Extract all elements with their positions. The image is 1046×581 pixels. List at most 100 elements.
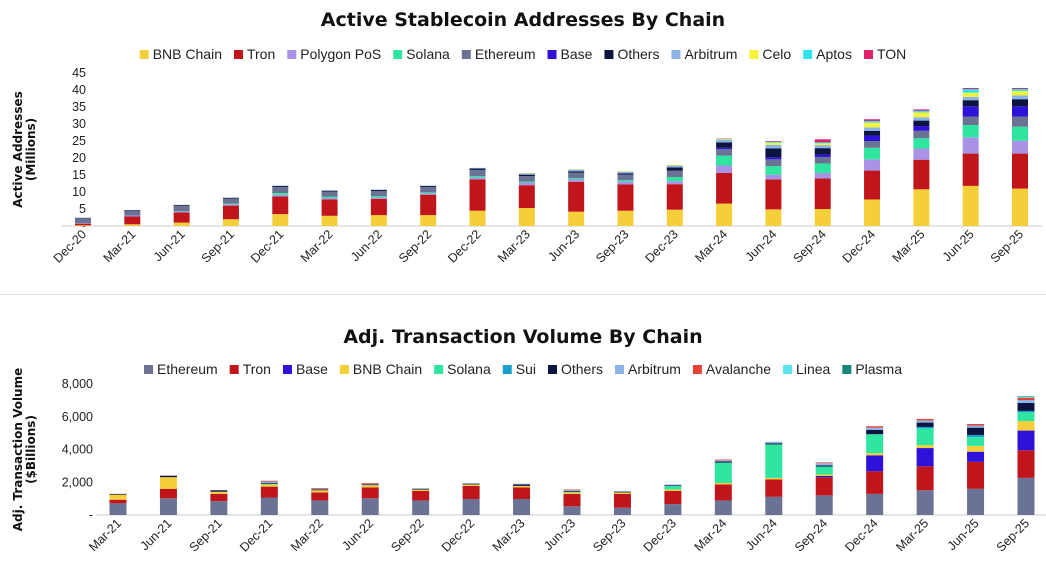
bar-segment-arbitrum <box>814 145 831 149</box>
x-tick-label: Sep-25 <box>994 516 1032 554</box>
bar-segment-others <box>518 174 535 177</box>
legend-swatch-ethereum <box>143 365 153 374</box>
x-tick-label: Jun-25 <box>945 516 982 553</box>
bar-segment-others <box>420 185 437 187</box>
bar-segment-solana <box>260 483 278 485</box>
legend-label-others: Others <box>617 46 659 62</box>
bar-segment-ethereum <box>370 190 387 197</box>
bar-segment-base <box>765 157 782 160</box>
y-axis-label-line: Active Addresses <box>11 91 25 207</box>
bar-segment-polygon-pos <box>617 181 634 185</box>
x-tick-label: Mar-25 <box>893 516 931 554</box>
bar-segment-bnb-chain <box>765 209 782 226</box>
bar-segment-base <box>864 135 881 141</box>
x-tick-label: Sep-22 <box>388 516 426 554</box>
x-tick-label: Mar-22 <box>298 227 336 265</box>
bar-segment-arbitrum <box>361 483 379 485</box>
bar-segment-polygon-pos <box>765 174 782 180</box>
bar-segment-ethereum <box>361 498 379 515</box>
bar-segment-polygon-pos <box>370 197 387 199</box>
x-tick-label: Sep-22 <box>396 227 434 265</box>
bar-segment-arbitrum <box>967 425 985 428</box>
bar-segment-ethereum <box>864 141 881 148</box>
bar-segment-polygon-pos <box>469 177 486 180</box>
bar-segment-others <box>866 429 884 435</box>
bar-segment-solana <box>716 155 733 166</box>
bar-segment-ethereum <box>469 169 486 177</box>
bar-segment-arbitrum <box>311 488 329 490</box>
legend-swatch-plasma <box>842 365 852 374</box>
bar-segment-ethereum <box>815 495 833 515</box>
bar-segment-bnb-chain <box>222 219 239 226</box>
bar-segment-solana <box>913 138 930 149</box>
y-axis-label-line: Adj. Transaction Volume <box>11 368 25 532</box>
y-tick-label: 40 <box>72 83 86 97</box>
bar-segment-polygon-pos <box>321 198 338 200</box>
legend-label-aptos: Aptos <box>816 46 852 62</box>
legend-swatch-arbitrum <box>671 50 681 59</box>
bar-segment-ethereum <box>765 496 783 515</box>
bar-segment-bnb-chain <box>1012 188 1028 226</box>
legend-swatch-solana <box>393 50 403 59</box>
bar-segment-base <box>866 455 884 472</box>
bar-segment-plasma <box>1017 396 1035 398</box>
legend-swatch-tron <box>233 50 243 59</box>
bar-segment-bnb-chain <box>916 445 934 449</box>
y-tick-label: 6,000 <box>62 410 93 424</box>
x-tick-label: Jun-22 <box>339 516 376 553</box>
bar-segment-ethereum <box>272 186 289 194</box>
bar-segment-bnb-chain <box>75 225 91 226</box>
bar-segment-ethereum <box>916 490 934 515</box>
bar-segment-base <box>916 448 934 467</box>
bar-segment-arbitrum <box>815 463 833 466</box>
bar-segment-bnb-chain <box>321 215 338 226</box>
bar-segment-ethereum <box>1017 477 1035 515</box>
bar-segment-solana <box>866 434 884 454</box>
bar-segment-solana <box>814 163 831 173</box>
legend-label-tron: Tron <box>243 361 271 377</box>
bar-segment-celo <box>864 122 881 128</box>
bar-segment-others <box>967 427 985 435</box>
bar-segment-ethereum <box>765 159 782 167</box>
bar-segment-solana <box>568 178 585 180</box>
bar-segment-ethereum <box>716 149 733 156</box>
bar-segment-others <box>321 190 338 192</box>
bar-segment-tron <box>260 486 278 498</box>
bar-segment-tron <box>1017 450 1035 478</box>
legend-label-arbitrum: Arbitrum <box>684 46 737 62</box>
x-tick-label: Dec-24 <box>842 516 880 554</box>
x-tick-label: Jun-23 <box>545 227 582 264</box>
bar-segment-others <box>222 197 239 199</box>
x-tick-label: Sep-24 <box>792 516 830 554</box>
bar-segment-bnb-chain <box>864 199 881 226</box>
bar-segment-others <box>173 204 190 206</box>
bar-segment-polygon-pos <box>173 211 190 213</box>
bar-segment-bnb-chain <box>563 492 581 494</box>
bar-segment-ton <box>814 139 831 143</box>
y-axis-label-line: (Millions) <box>24 118 38 181</box>
bar-segment-arbitrum <box>664 484 682 486</box>
bar-segment-avalanche <box>866 426 884 428</box>
y-axis-label: Adj. Transaction Volume($Billions) <box>11 368 38 532</box>
bar-segment-others <box>462 483 480 485</box>
bar-segment-solana <box>765 166 782 175</box>
bar-segment-ethereum <box>260 497 278 515</box>
bar-segment-others <box>1012 99 1028 107</box>
bar-segment-arbitrum <box>666 165 683 168</box>
bar-segment-bnb-chain <box>913 189 930 226</box>
legend-label-ton: TON <box>877 46 906 62</box>
legend-label-bnb-chain: BNB Chain <box>353 361 422 377</box>
bar-segment-others <box>814 148 831 155</box>
bar-segment-avalanche <box>916 418 934 421</box>
bar-segment-others <box>272 185 289 187</box>
bar-segment-solana <box>765 444 783 478</box>
legend-label-polygon-pos: Polygon PoS <box>300 46 381 62</box>
legend-swatch-base <box>282 365 292 374</box>
bar-segment-solana <box>222 203 239 205</box>
bar-segment-others <box>765 148 782 158</box>
bar-segment-tron <box>563 493 581 507</box>
y-tick-label: 5 <box>79 202 86 216</box>
bar-segment-tron <box>913 159 930 190</box>
bar-segment-tron <box>716 172 733 204</box>
bar-segment-solana <box>272 193 289 195</box>
